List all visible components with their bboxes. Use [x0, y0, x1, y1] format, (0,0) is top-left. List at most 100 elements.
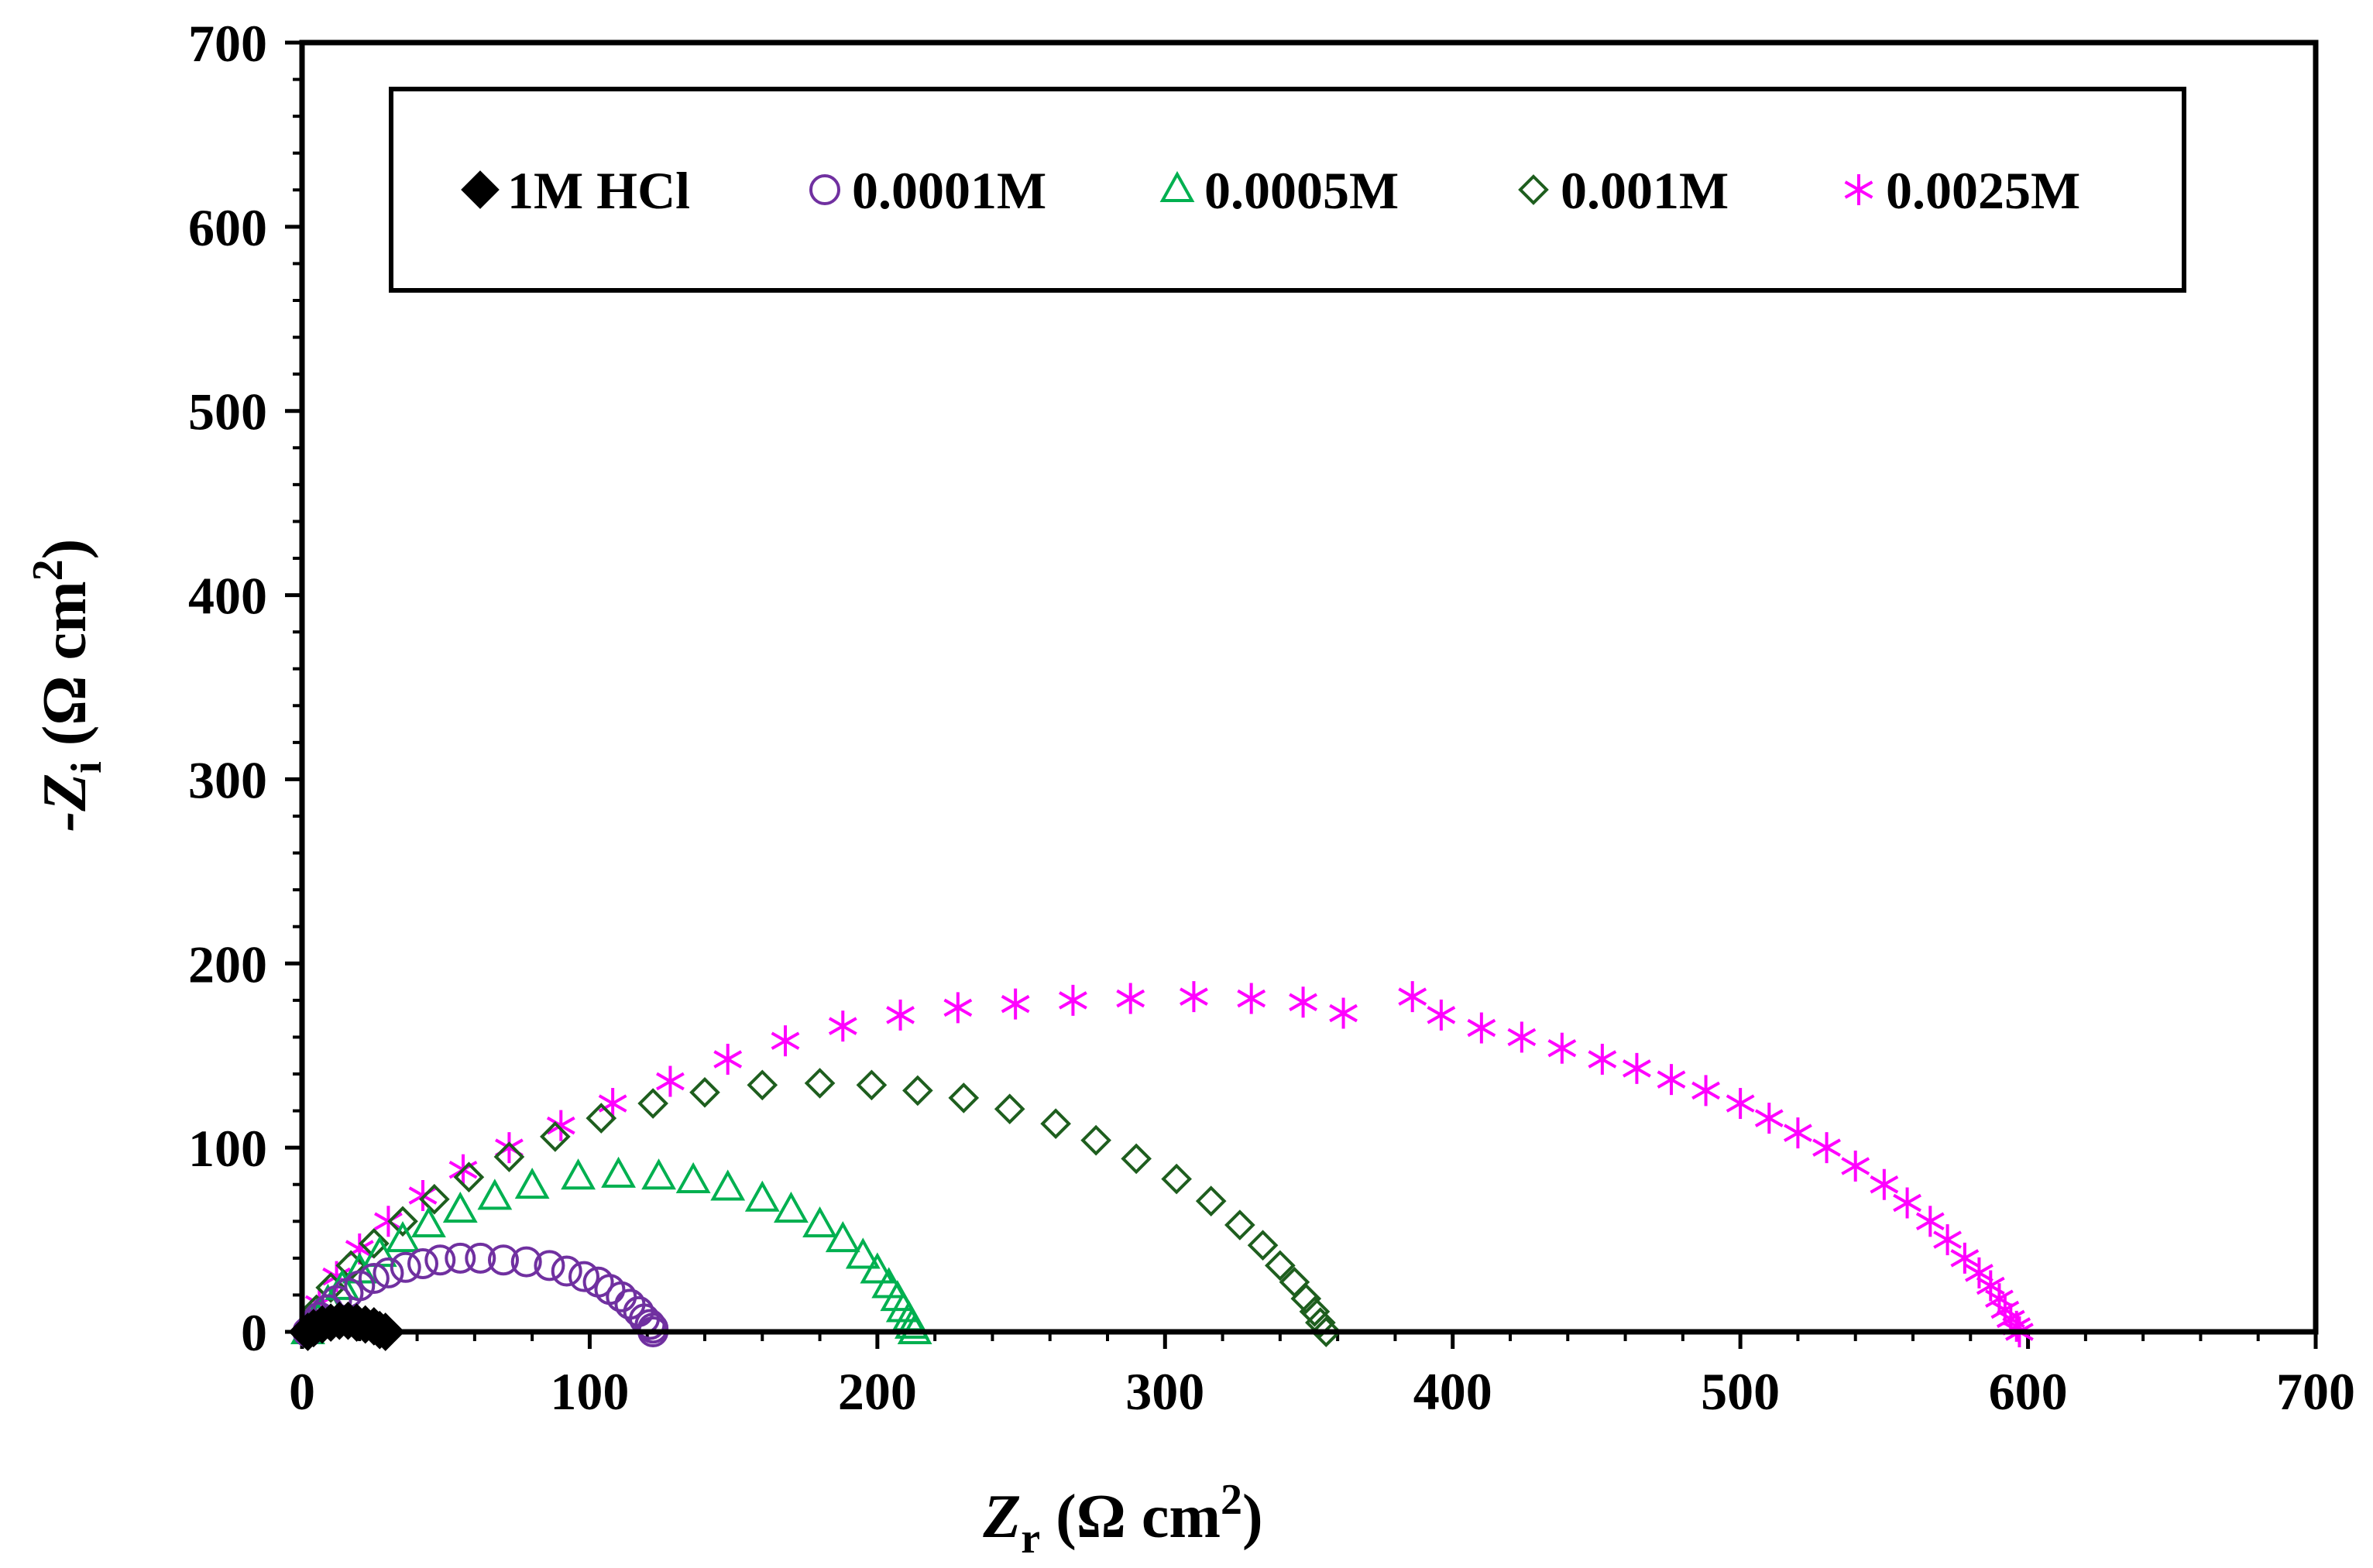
data-point	[1985, 1283, 2014, 1315]
data-point	[465, 1242, 496, 1274]
data-point	[860, 1252, 895, 1284]
x-tick-label: 600	[1989, 1362, 2068, 1421]
y-tick-label: 100	[188, 1119, 267, 1178]
data-point	[1121, 1143, 1152, 1175]
data-point	[407, 1247, 438, 1279]
data-point	[1161, 1163, 1192, 1195]
data-point	[1290, 1283, 1322, 1315]
data-point	[1691, 1075, 1720, 1107]
data-point	[411, 1206, 446, 1238]
data-point	[419, 1183, 450, 1215]
data-point	[675, 1161, 711, 1193]
data-point	[344, 1270, 376, 1302]
data-point	[1305, 1307, 1336, 1338]
legend-entry: 0.0025M	[1844, 161, 2080, 220]
x-tick-label: 700	[2276, 1362, 2355, 1421]
y-tick-label: 400	[188, 567, 267, 626]
data-point	[493, 1141, 525, 1172]
x-tick-label: 300	[1125, 1362, 1204, 1421]
data-point	[1224, 1209, 1255, 1240]
data-point	[546, 1110, 575, 1141]
data-point	[744, 1180, 780, 1212]
plot-frame	[299, 39, 2319, 1335]
x-tick-label: 500	[1701, 1362, 1780, 1421]
y-tick-label: 700	[188, 14, 267, 73]
data-point	[1299, 1296, 1331, 1327]
data-point	[637, 1088, 668, 1119]
data-point	[442, 1191, 478, 1223]
legend-marker	[1159, 170, 1195, 202]
data-point	[994, 1093, 1025, 1125]
data-point	[1507, 1021, 1537, 1053]
data-point	[373, 1257, 404, 1288]
y-tick-label: 0	[241, 1303, 267, 1362]
data-point	[1265, 1250, 1296, 1282]
legend-marker	[809, 174, 840, 205]
data-point	[551, 1255, 582, 1287]
data-point	[689, 1076, 720, 1108]
data-point	[713, 1043, 743, 1075]
y-tick-label: 600	[188, 198, 267, 257]
x-axis-title-close: )	[1242, 1483, 1263, 1551]
data-point	[1310, 1316, 1342, 1347]
data-point	[1657, 1064, 1686, 1096]
data-point	[804, 1068, 836, 1099]
data-point	[828, 1010, 857, 1042]
y-axis-title-unit: (Ω cm	[31, 581, 99, 761]
data-point	[477, 1179, 513, 1210]
data-point	[1893, 1187, 1921, 1219]
x-tick-label: 0	[289, 1362, 315, 1421]
legend-entry: 0.0005M	[1159, 161, 1399, 220]
y-axis-title-sup: 2	[24, 559, 72, 581]
data-point	[1329, 997, 1358, 1029]
legend-label: 0.0005M	[1204, 161, 1399, 220]
data-point	[568, 1261, 599, 1292]
legend-label: 0.0025M	[1886, 161, 2080, 220]
data-point	[656, 1065, 685, 1097]
y-axis-title-main: -Z	[31, 774, 99, 832]
legend-marker	[461, 170, 500, 209]
x-axis-title: Zr (Ω cm2)	[982, 1476, 1262, 1563]
data-point	[1040, 1108, 1071, 1140]
data-point	[845, 1237, 881, 1269]
data-point	[445, 1242, 476, 1274]
x-tick-label: 200	[838, 1362, 917, 1421]
data-point	[540, 1121, 571, 1152]
data-point	[424, 1244, 456, 1276]
legend-label: 1M HCl	[507, 161, 690, 220]
data-point	[774, 1191, 809, 1223]
data-point	[1289, 986, 1317, 1018]
legend-marker	[1844, 174, 1873, 205]
legend-entry: 0.0001M	[809, 161, 1046, 220]
data-point	[1754, 1103, 1784, 1134]
data-point	[1180, 981, 1208, 1013]
data-point	[802, 1206, 837, 1238]
data-point	[1237, 983, 1266, 1014]
data-point	[1950, 1242, 1980, 1274]
data-point	[825, 1220, 860, 1253]
data-point	[1965, 1257, 1994, 1288]
ticks-layer: 0 100 200 300 400 500 600 700 0 100 200 300 400 500 60…	[188, 14, 2355, 1421]
data-point	[561, 1158, 596, 1190]
data-point	[948, 1083, 980, 1113]
data-point	[453, 1161, 485, 1193]
legend-box	[389, 87, 2186, 293]
data-point	[586, 1103, 617, 1134]
data-point	[510, 1246, 542, 1278]
data-point	[387, 1206, 418, 1237]
data-point	[1812, 1132, 1841, 1164]
x-axis-title-unit: (Ω cm	[1040, 1483, 1221, 1551]
data-point	[390, 1251, 421, 1283]
data-point	[514, 1167, 550, 1199]
legend-label: 0.001M	[1561, 161, 1729, 220]
y-axis-title-sub: i	[63, 761, 111, 774]
data-point	[534, 1250, 565, 1282]
data-point	[710, 1169, 746, 1201]
data-point	[1080, 1124, 1111, 1156]
data-point	[1398, 981, 1427, 1013]
data-point	[1247, 1230, 1279, 1261]
data-point	[943, 992, 973, 1024]
legend-entry: 0.001M	[1518, 161, 1729, 220]
data-point	[488, 1244, 519, 1276]
x-axis-title-main: Z	[982, 1483, 1021, 1551]
